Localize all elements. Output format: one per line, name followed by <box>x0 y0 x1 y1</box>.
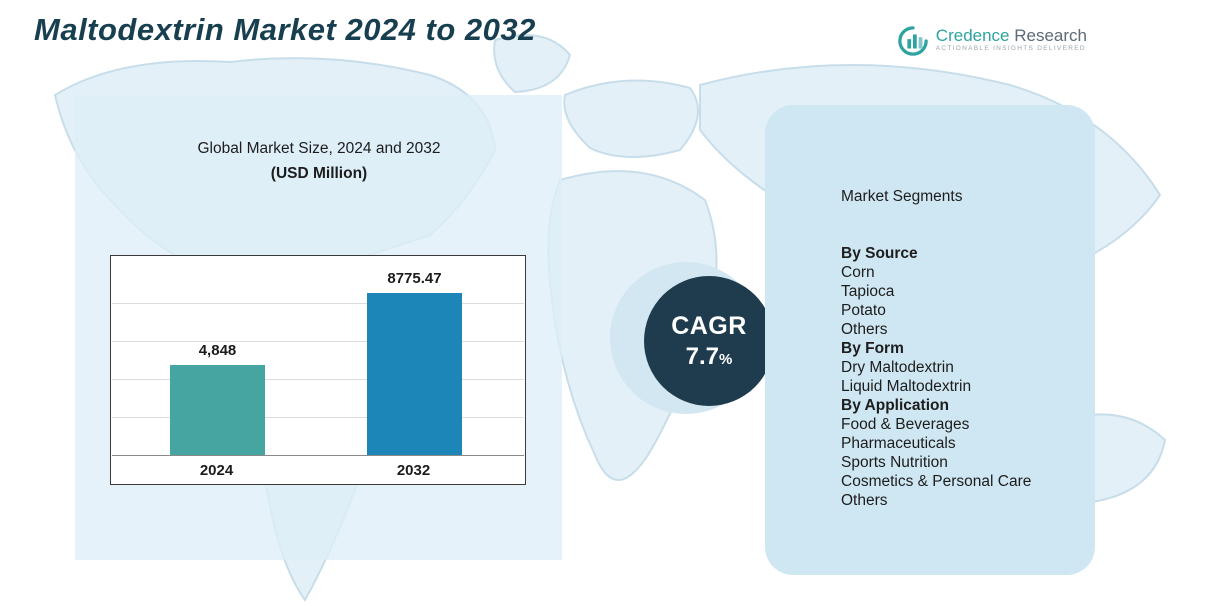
segment-item: Others <box>841 321 888 338</box>
brand-logo-icon <box>898 26 928 56</box>
x-axis-label-2032: 2032 <box>396 462 431 479</box>
segment-item: Corn <box>841 264 875 281</box>
segment-item: Pharmaceuticals <box>841 435 956 452</box>
bar-2024 <box>170 365 265 455</box>
segment-heading: By Application <box>841 397 949 414</box>
segments-group-by-source: By Source Corn Tapioca Potato Others <box>841 244 1075 339</box>
segments-title: Market Segments <box>841 188 963 205</box>
segment-item: Tapioca <box>841 283 895 300</box>
segment-item: Food & Beverages <box>841 416 970 433</box>
chart-subtitle: (USD Million) <box>270 165 368 182</box>
segment-heading: By Form <box>841 340 904 357</box>
brand-tagline: Actionable Insights Delivered <box>935 45 1086 52</box>
segments-group-by-application: By Application Food & Beverages Pharmace… <box>841 396 1075 510</box>
page-title: Maltodextrin Market 2024 to 2032 <box>34 12 536 47</box>
plot-area: 4,848 8775.47 <box>112 270 524 456</box>
segment-heading: By Source <box>841 245 918 262</box>
bar-value-label-2032: 8775.47 <box>387 270 442 287</box>
segment-item: Cosmetics & Personal Care <box>841 473 1032 490</box>
brand-name: Credence Research <box>936 26 1087 45</box>
bar-group-2024: 4,848 <box>170 270 265 455</box>
cagr-value-unit: % <box>719 350 733 368</box>
segment-item: Dry Maltodextrin <box>841 359 954 376</box>
bar-group-2032: 8775.47 <box>367 270 462 455</box>
cagr-badge: CAGR 7.7% <box>644 276 774 406</box>
segment-item: Potato <box>841 302 886 319</box>
bar-value-label-2024: 4,848 <box>198 342 237 360</box>
brand-name-primary: Credence <box>935 26 1010 45</box>
segment-item: Sports Nutrition <box>841 454 948 471</box>
segments-group-by-form: By Form Dry Maltodextrin Liquid Maltodex… <box>841 339 1075 396</box>
cagr-value-number: 7.7 <box>685 342 720 370</box>
x-axis-label-2024: 2024 <box>199 462 234 479</box>
chart-title: Global Market Size, 2024 and 2032 <box>197 140 441 157</box>
bar-2032 <box>367 293 462 455</box>
cagr-label: CAGR <box>671 311 747 340</box>
market-segments-panel: Market Segments By Source Corn Tapioca P… <box>765 105 1095 575</box>
segment-item: Others <box>841 492 888 509</box>
segment-item: Liquid Maltodextrin <box>841 378 972 395</box>
bar-chart: 4,848 8775.47 2024 2032 <box>110 255 526 485</box>
cagr-value: 7.7% <box>686 343 733 371</box>
brand-name-secondary: Research <box>1009 26 1087 45</box>
brand-logo: Credence Research Actionable Insights De… <box>898 26 1087 56</box>
